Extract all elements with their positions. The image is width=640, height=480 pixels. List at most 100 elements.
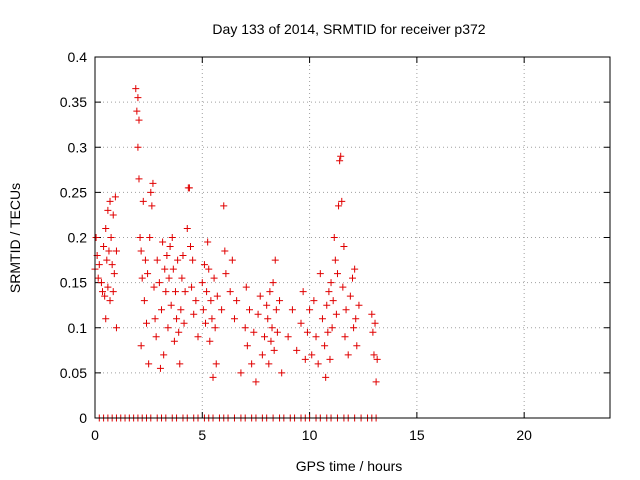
data-point bbox=[177, 306, 185, 314]
data-point bbox=[106, 197, 114, 205]
data-point bbox=[220, 202, 228, 210]
data-point bbox=[143, 319, 150, 327]
y-tick-label: 0.3 bbox=[68, 139, 88, 155]
data-point bbox=[221, 247, 229, 255]
data-point bbox=[332, 310, 340, 318]
data-point bbox=[308, 351, 316, 359]
data-point bbox=[148, 202, 156, 210]
data-point bbox=[336, 157, 344, 165]
data-point bbox=[208, 315, 216, 323]
data-point bbox=[155, 279, 163, 287]
data-point bbox=[150, 283, 158, 291]
data-point bbox=[330, 234, 338, 241]
data-point bbox=[138, 274, 146, 282]
data-point bbox=[153, 256, 161, 264]
data-point bbox=[351, 265, 359, 273]
data-point bbox=[327, 279, 335, 287]
data-point bbox=[254, 310, 262, 318]
data-point bbox=[97, 279, 105, 287]
x-tick-label: 5 bbox=[198, 427, 206, 443]
data-point bbox=[256, 292, 264, 300]
data-point bbox=[108, 261, 116, 269]
y-tick-label: 0.15 bbox=[60, 275, 87, 291]
data-point bbox=[169, 265, 177, 273]
data-point bbox=[101, 292, 109, 300]
data-point bbox=[301, 355, 309, 363]
data-point bbox=[147, 188, 155, 196]
y-axis-label: SRMTID / TECUs bbox=[7, 183, 23, 293]
data-point bbox=[92, 234, 100, 241]
data-point bbox=[331, 256, 339, 264]
data-point bbox=[200, 261, 208, 269]
data-point bbox=[137, 247, 145, 255]
data-point bbox=[141, 256, 149, 264]
data-point bbox=[170, 337, 178, 345]
data-point bbox=[103, 256, 111, 264]
data-point bbox=[271, 256, 279, 264]
data-point bbox=[136, 234, 144, 241]
data-point bbox=[312, 333, 320, 341]
y-tick-label: 0.2 bbox=[68, 230, 88, 246]
data-point bbox=[145, 360, 153, 368]
data-point bbox=[226, 288, 234, 296]
data-point bbox=[202, 319, 210, 327]
x-tick-label: 20 bbox=[516, 427, 532, 443]
data-point bbox=[158, 306, 166, 314]
data-point bbox=[211, 324, 219, 332]
data-point bbox=[341, 333, 349, 341]
data-point bbox=[371, 319, 379, 327]
data-point bbox=[267, 337, 275, 345]
x-tick-label: 10 bbox=[302, 427, 318, 443]
data-point bbox=[135, 175, 143, 183]
data-point bbox=[159, 238, 167, 246]
data-point bbox=[243, 342, 251, 350]
data-point bbox=[105, 247, 113, 255]
data-point bbox=[337, 152, 345, 160]
data-point bbox=[109, 211, 117, 219]
data-point bbox=[209, 373, 217, 381]
data-point bbox=[194, 333, 202, 341]
data-point bbox=[288, 306, 296, 314]
data-point bbox=[333, 270, 341, 278]
data-point bbox=[176, 360, 184, 368]
data-point bbox=[206, 337, 214, 345]
data-point bbox=[133, 107, 141, 115]
x-axis-label: GPS time / hours bbox=[296, 458, 403, 474]
data-point bbox=[112, 247, 120, 255]
data-point bbox=[263, 301, 271, 309]
data-point bbox=[321, 342, 329, 350]
data-point bbox=[165, 274, 173, 282]
data-point bbox=[324, 328, 332, 336]
data-point bbox=[106, 297, 114, 305]
data-point bbox=[261, 333, 269, 341]
data-point bbox=[134, 143, 142, 151]
data-point bbox=[242, 283, 250, 291]
data-point bbox=[210, 274, 218, 282]
data-point bbox=[189, 256, 197, 264]
data-point bbox=[265, 360, 273, 368]
data-point bbox=[203, 288, 211, 296]
data-point bbox=[174, 256, 182, 264]
data-point bbox=[322, 373, 330, 381]
data-point bbox=[355, 301, 363, 309]
data-point bbox=[299, 288, 307, 296]
data-point bbox=[178, 274, 186, 282]
data-point bbox=[273, 328, 281, 336]
data-point bbox=[218, 306, 226, 314]
data-point bbox=[268, 324, 276, 332]
data-points bbox=[91, 85, 381, 422]
data-point bbox=[109, 288, 117, 296]
x-tick-label: 0 bbox=[91, 427, 99, 443]
data-point bbox=[270, 346, 278, 354]
data-point bbox=[102, 224, 110, 232]
data-point bbox=[144, 270, 152, 278]
grid-lines bbox=[95, 57, 610, 418]
data-point bbox=[272, 306, 280, 314]
data-point bbox=[173, 315, 181, 323]
data-point bbox=[204, 238, 212, 246]
data-point bbox=[94, 274, 102, 282]
data-point bbox=[352, 315, 360, 323]
data-point bbox=[181, 288, 189, 296]
data-point bbox=[306, 306, 314, 314]
data-point bbox=[293, 346, 301, 354]
